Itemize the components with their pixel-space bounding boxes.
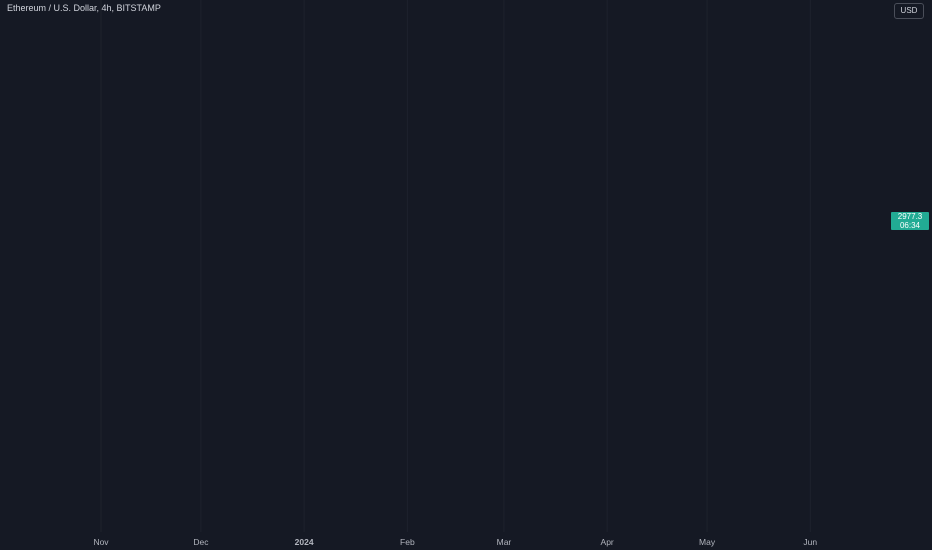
last-price-value: 2977.3 — [897, 212, 923, 221]
time-tick-label: Mar — [497, 537, 512, 547]
time-tick-label: Jun — [803, 537, 817, 547]
chart-grid — [0, 0, 890, 532]
chart-title: Ethereum / U.S. Dollar, 4h, BITSTAMP — [7, 3, 161, 13]
bar-countdown: 06:34 — [899, 221, 921, 230]
time-tick-label: Nov — [93, 537, 109, 547]
time-tick-label: May — [699, 537, 716, 547]
time-tick-label: Dec — [193, 537, 209, 547]
time-tick-label: Apr — [601, 537, 614, 547]
last-price-badge: 2977.3 06:34 — [891, 212, 929, 230]
currency-button[interactable]: USD — [894, 3, 924, 19]
time-tick-label: 2024 — [295, 537, 314, 547]
time-tick-label: Feb — [400, 537, 415, 547]
time-axis[interactable]: Nov Dec 2024 Feb Mar Apr May Jun — [93, 537, 817, 547]
